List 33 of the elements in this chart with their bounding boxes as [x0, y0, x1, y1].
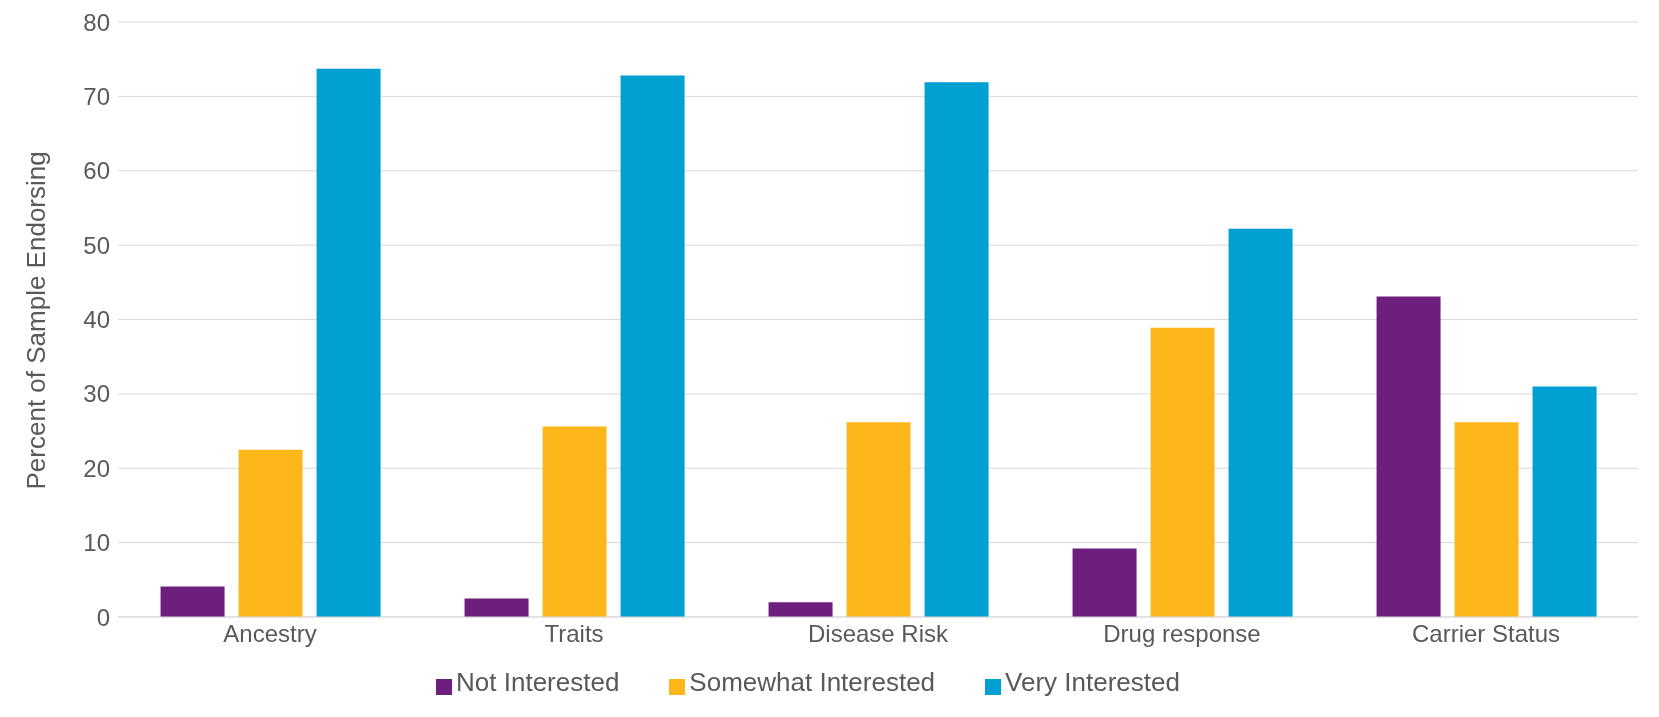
bar — [316, 68, 381, 617]
bar — [464, 598, 529, 617]
y-tick-label: 20 — [83, 454, 110, 482]
bar — [1150, 327, 1215, 617]
bar — [542, 426, 607, 617]
y-tick-label: 10 — [83, 529, 110, 557]
bar — [1072, 548, 1137, 617]
x-tick-label: Ancestry — [223, 620, 317, 648]
y-tick-label: 80 — [83, 8, 110, 36]
y-tick-label: 50 — [83, 231, 110, 259]
y-tick-label: 60 — [83, 157, 110, 185]
bar — [160, 586, 225, 617]
legend-label: Somewhat Interested — [689, 667, 936, 697]
bar — [238, 449, 303, 617]
legend-label: Not Interested — [456, 667, 620, 697]
bar — [924, 82, 989, 617]
x-tick-label: Traits — [544, 620, 604, 648]
y-tick-label: 40 — [83, 306, 110, 334]
legend-label: Very Interested — [1005, 667, 1180, 697]
bar — [1228, 228, 1293, 617]
x-tick-label: Disease Risk — [807, 620, 950, 648]
bar — [1532, 386, 1597, 617]
x-tick-label: Drug response — [1103, 620, 1261, 648]
y-tick-label: 70 — [83, 82, 110, 110]
bar — [620, 75, 685, 617]
x-tick-label: Carrier Status — [1411, 620, 1561, 648]
bar — [768, 602, 833, 617]
y-axis-title: Percent of Sample Endorsing — [21, 151, 52, 490]
y-tick-label: 0 — [96, 603, 110, 631]
bar — [1376, 296, 1441, 617]
y-tick-label: 30 — [83, 380, 110, 408]
bar — [1454, 422, 1519, 617]
bar — [846, 422, 911, 617]
